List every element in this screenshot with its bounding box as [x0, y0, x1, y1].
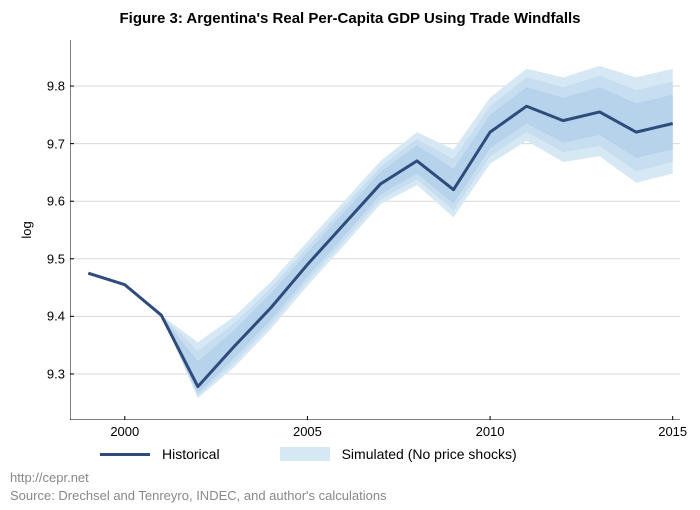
y-tick-label: 9.5	[47, 251, 65, 266]
figure-container: Figure 3: Argentina's Real Per-Capita GD…	[0, 0, 700, 510]
footer-link: http://cepr.net	[10, 470, 89, 485]
legend-simulated-label: Simulated (No price shocks)	[342, 446, 517, 462]
x-tick-label: 2015	[658, 424, 687, 439]
x-tick-label: 2010	[476, 424, 505, 439]
x-tick-label: 2000	[110, 424, 139, 439]
legend-historical-label: Historical	[162, 446, 220, 462]
y-tick-label: 9.3	[47, 366, 65, 381]
y-tick-label: 9.4	[47, 309, 65, 324]
footer-source: Source: Drechsel and Tenreyro, INDEC, an…	[10, 488, 387, 503]
y-tick-label: 9.7	[47, 136, 65, 151]
y-axis-label: log	[19, 221, 34, 238]
y-tick-label: 9.8	[47, 79, 65, 94]
figure-title: Figure 3: Argentina's Real Per-Capita GD…	[0, 10, 700, 27]
legend-simulated-swatch	[280, 447, 330, 461]
chart-svg	[70, 40, 680, 420]
x-tick-label: 2005	[293, 424, 322, 439]
legend: Historical Simulated (No price shocks)	[100, 446, 517, 462]
y-tick-label: 9.6	[47, 194, 65, 209]
legend-historical-swatch	[100, 453, 150, 456]
